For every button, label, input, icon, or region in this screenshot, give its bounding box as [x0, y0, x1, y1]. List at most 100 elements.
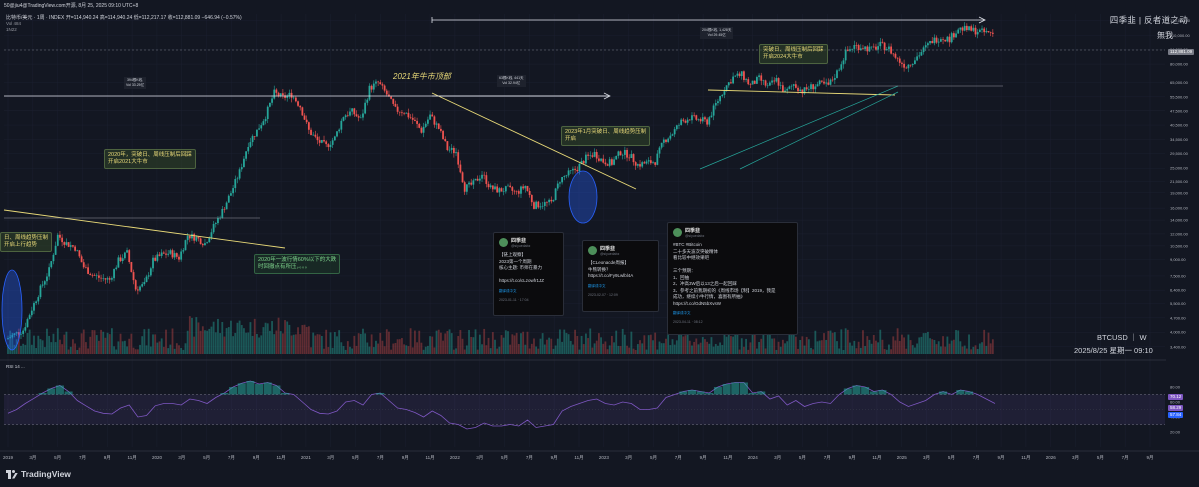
volume-bar — [141, 336, 144, 354]
volume-bar — [240, 325, 243, 354]
candle-body — [424, 123, 427, 127]
volume-bar — [968, 334, 970, 354]
volume-bar — [818, 340, 821, 354]
card-translate-link[interactable]: 翻译成中文 — [588, 283, 606, 288]
candle-body — [920, 52, 923, 56]
volume-bar — [721, 344, 724, 354]
candle-body — [225, 202, 228, 210]
volume-bar — [292, 334, 295, 354]
candle-body — [788, 86, 791, 89]
candle-body — [474, 178, 477, 181]
candle-body — [565, 175, 568, 177]
volume-bar — [682, 336, 685, 354]
candle-body — [546, 202, 548, 203]
candle-body — [193, 234, 196, 241]
volume-bar — [836, 341, 838, 354]
candle-body — [452, 147, 455, 154]
candle-body — [630, 154, 633, 159]
candle-body — [515, 190, 518, 192]
candle-body — [236, 178, 239, 180]
volume-bar — [548, 337, 551, 354]
candle-body — [102, 278, 105, 279]
rsi-overbought-fill — [687, 390, 696, 395]
candle-body — [80, 256, 83, 263]
volume-bar — [344, 349, 347, 354]
candle-body — [504, 186, 507, 192]
candle-body — [398, 111, 401, 113]
tweet-card[interactable]: 四季韭 @siyuedabz 【链上观察】 2023第一个周期 核心主题: 币师在… — [493, 232, 564, 316]
volume-bar — [199, 330, 202, 354]
rsi-overbought-fill — [739, 382, 748, 395]
candle-body — [929, 41, 931, 44]
volume-bar — [152, 334, 154, 354]
candle-body — [271, 98, 273, 103]
volume-bar — [859, 347, 862, 354]
rsi-tick-label: 20.00 — [1170, 430, 1181, 435]
card-translate-link[interactable]: 翻译成中文 — [673, 311, 691, 315]
volume-bar — [587, 338, 589, 354]
candle-body — [619, 151, 622, 156]
volume-bar — [325, 329, 328, 354]
candle-body — [24, 327, 27, 331]
candle-body — [786, 88, 789, 91]
volume-bar — [918, 337, 921, 354]
candle-body — [507, 185, 509, 187]
tradingview-logo[interactable]: TradingView — [6, 469, 71, 479]
volume-bar — [522, 331, 525, 354]
candle-body — [807, 89, 810, 90]
card-handle: @siyuedabz — [685, 234, 705, 238]
rsi-overbought-fill — [47, 388, 56, 395]
candle-body — [965, 25, 968, 31]
volume-bar — [247, 332, 250, 354]
volume-bar — [799, 339, 802, 354]
candle-body — [437, 123, 440, 129]
volume-bar — [30, 344, 33, 354]
y-axis: 130,000.00110,000.0094,000.0080,000.0065… — [1166, 0, 1199, 455]
volume-bar — [444, 333, 447, 354]
candle-body — [535, 201, 538, 209]
candle-body — [896, 57, 899, 59]
volume-bar — [405, 345, 408, 354]
candle-body — [279, 93, 282, 97]
card-translate-link[interactable]: 翻译成中文 — [499, 288, 517, 293]
candle-body — [35, 301, 38, 304]
candle-body — [204, 243, 206, 246]
candle-body — [643, 162, 646, 164]
volume-bar — [221, 321, 224, 354]
volume-bar — [931, 339, 934, 354]
volume-bar — [89, 336, 92, 354]
candle-body — [924, 45, 927, 48]
tweet-card[interactable]: 四季韭 @siyuedabz #BTC #Bitcoin 二十多天波次突破精体 看… — [667, 222, 798, 335]
candle-body — [890, 46, 893, 54]
volume-bar — [888, 344, 890, 354]
candle-body — [593, 151, 596, 157]
volume-bar — [877, 342, 880, 354]
volume-bar — [667, 330, 670, 354]
candle-body — [262, 121, 265, 126]
volume-bar — [392, 343, 395, 354]
volume-bar — [307, 326, 310, 354]
rsi-overbought-fill — [843, 388, 852, 395]
volume-bar — [26, 332, 29, 354]
trendline-2018 — [3, 209, 286, 249]
volume-bar — [461, 338, 464, 354]
candle-body — [487, 183, 490, 188]
candle-body — [762, 80, 765, 82]
candle-body — [320, 140, 323, 143]
volume-bar — [390, 349, 393, 354]
volume-bar — [17, 328, 20, 354]
volume-bar — [634, 349, 637, 354]
candle-body — [944, 39, 947, 42]
tweet-card[interactable]: 四季韭 @siyuedabz 【CLeonacde周报】 牛熊转换？ https:… — [582, 240, 659, 312]
candle-body — [574, 168, 576, 170]
candle-body — [582, 161, 585, 164]
candle-body — [710, 115, 713, 118]
x-tick-label: 11月 — [128, 455, 137, 461]
x-tick-label: 9月 — [104, 455, 111, 461]
candle-body — [585, 154, 587, 164]
candle-body — [429, 114, 431, 120]
volume-bar — [377, 343, 380, 354]
candle-body — [256, 129, 258, 137]
candle-body — [903, 63, 905, 68]
